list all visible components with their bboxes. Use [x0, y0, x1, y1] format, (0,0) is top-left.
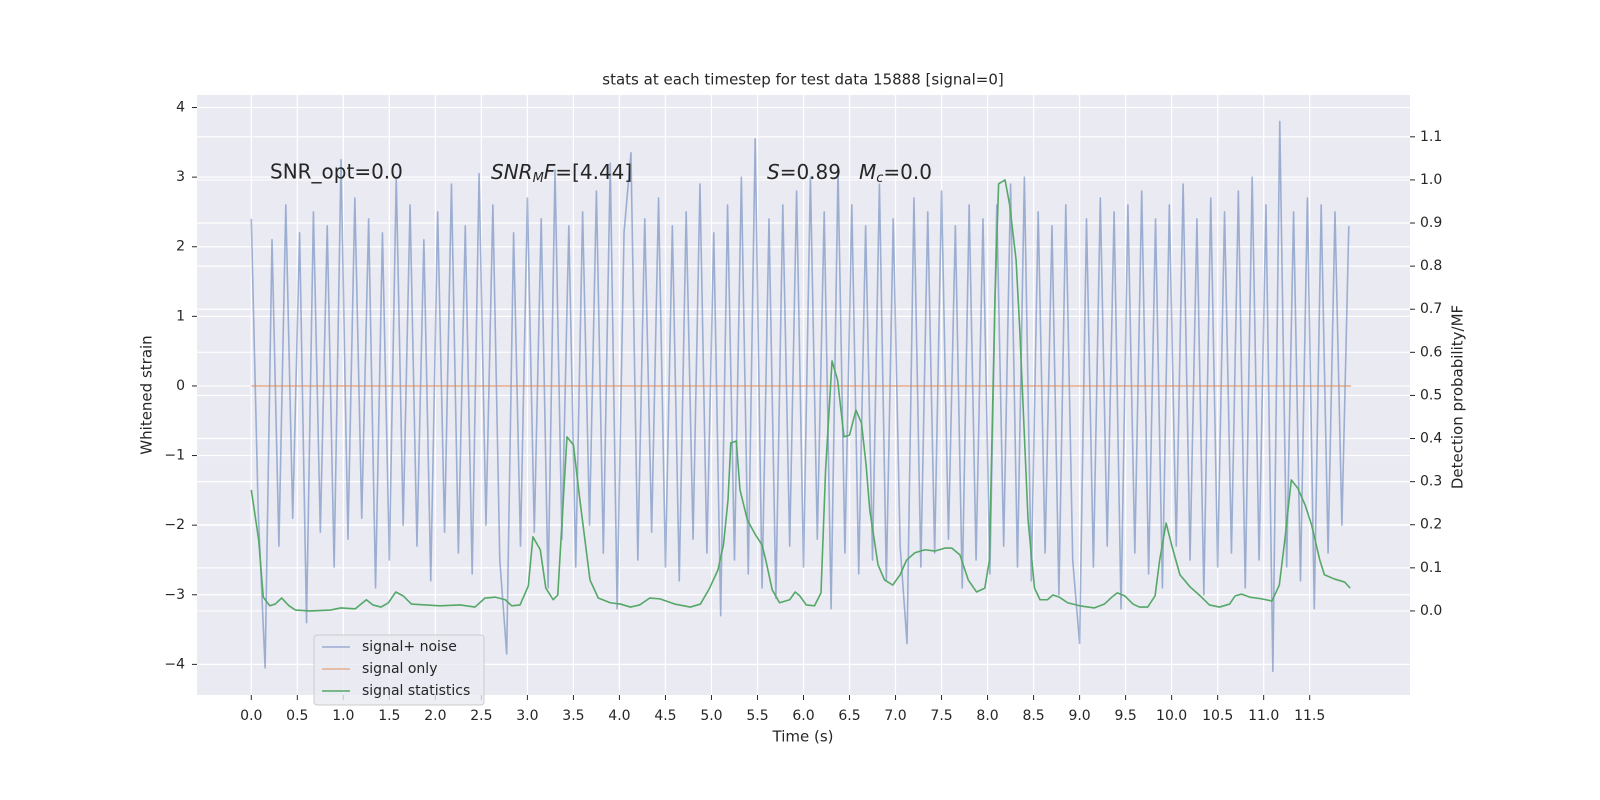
annotation-part: =[4.44] [555, 160, 632, 184]
legend: signal+ noise signal only signal statistic… [313, 634, 485, 706]
y-tick-label: 1 [176, 308, 185, 324]
y2-tick-label: 1.0 [1420, 172, 1442, 188]
x-tick-label: 2.0 [424, 708, 446, 724]
y2-tick-label: 0.6 [1420, 344, 1442, 360]
y-tick-label: −1 [164, 448, 185, 464]
y2-tick-label: 0.4 [1420, 431, 1442, 447]
y-tick-label: 0 [176, 378, 185, 394]
x-tick-label: 0.5 [286, 708, 308, 724]
grid: 0.0 0.5 1.0 1.5 2.0 2.5 3.0 3.5 4.0 4.5 5.0 5.5 6.0 6… [164, 95, 1442, 724]
x-tick-label: 5.0 [700, 708, 722, 724]
y2-tick-label: 0.8 [1420, 258, 1442, 274]
annotation-part: c [876, 171, 883, 186]
y-tick-label: 3 [176, 169, 185, 185]
annotation-part: =0.89 [780, 160, 841, 184]
legend-label: signal only [362, 661, 437, 677]
annotation-part: M [533, 171, 544, 186]
x-tick-label: 8.0 [976, 708, 998, 724]
annotation: SNRMF=[4.44] [491, 160, 632, 186]
y2-tick-label: 0.1 [1420, 560, 1442, 576]
y2-tick-label: 0.3 [1420, 474, 1442, 490]
legend-label: signal statistics [362, 683, 470, 699]
y2-axis-label: Detection probability/MF [1449, 305, 1467, 489]
y2-tick-label: 0.7 [1420, 301, 1442, 317]
x-tick-label: 1.0 [332, 708, 354, 724]
annotation: SNR_opt=0.0 [270, 160, 403, 184]
y-tick-label: −3 [164, 587, 185, 603]
x-tick-label: 7.5 [930, 708, 952, 724]
legend-label: signal+ noise [362, 639, 457, 655]
legend-box [313, 634, 485, 706]
x-tick-label: 0.0 [240, 708, 262, 724]
annotation-part: SNR [491, 160, 533, 184]
annotation-part: S [767, 160, 780, 184]
x-tick-label: 11.0 [1248, 708, 1279, 724]
x-tick-label: 9.0 [1068, 708, 1090, 724]
annotation-part: =0.0 [883, 160, 932, 184]
y-tick-label: 4 [176, 100, 185, 116]
y-axis-label: Whitened strain [138, 335, 156, 454]
y-tick-label: −4 [164, 656, 185, 672]
chart-title: stats at each timestep for test data 158… [602, 71, 1003, 89]
y2-tick-label: 0.5 [1420, 387, 1442, 403]
x-tick-label: 4.0 [608, 708, 630, 724]
y2-tick-label: 0.0 [1420, 603, 1442, 619]
x-axis-label: Time (s) [772, 728, 834, 746]
x-tick-label: 5.5 [746, 708, 768, 724]
annotation-part: M [859, 160, 876, 184]
annotation: S=0.89 Mc=0.0 [767, 160, 932, 186]
annotation-part: F [544, 160, 556, 184]
series-line [250, 179, 1351, 612]
x-tick-label: 10.0 [1156, 708, 1187, 724]
series-line [250, 120, 1350, 673]
x-tick-label: 11.5 [1294, 708, 1325, 724]
marks [250, 120, 1352, 673]
x-tick-label: 4.5 [654, 708, 676, 724]
x-tick-label: 3.5 [562, 708, 584, 724]
x-tick-label: 10.5 [1202, 708, 1233, 724]
y-tick-label: −2 [164, 517, 185, 533]
x-tick-label: 3.0 [516, 708, 538, 724]
x-tick-label: 2.5 [470, 708, 492, 724]
x-tick-label: 6.5 [838, 708, 860, 724]
x-tick-label: 1.5 [378, 708, 400, 724]
x-tick-label: 8.5 [1022, 708, 1044, 724]
x-tick-label: 6.0 [792, 708, 814, 724]
y-tick-label: 2 [176, 239, 185, 255]
y2-tick-label: 1.1 [1420, 129, 1442, 145]
x-tick-label: 9.5 [1114, 708, 1136, 724]
x-tick-label: 7.0 [884, 708, 906, 724]
y2-tick-label: 0.9 [1420, 215, 1442, 231]
y2-tick-label: 0.2 [1420, 517, 1442, 533]
